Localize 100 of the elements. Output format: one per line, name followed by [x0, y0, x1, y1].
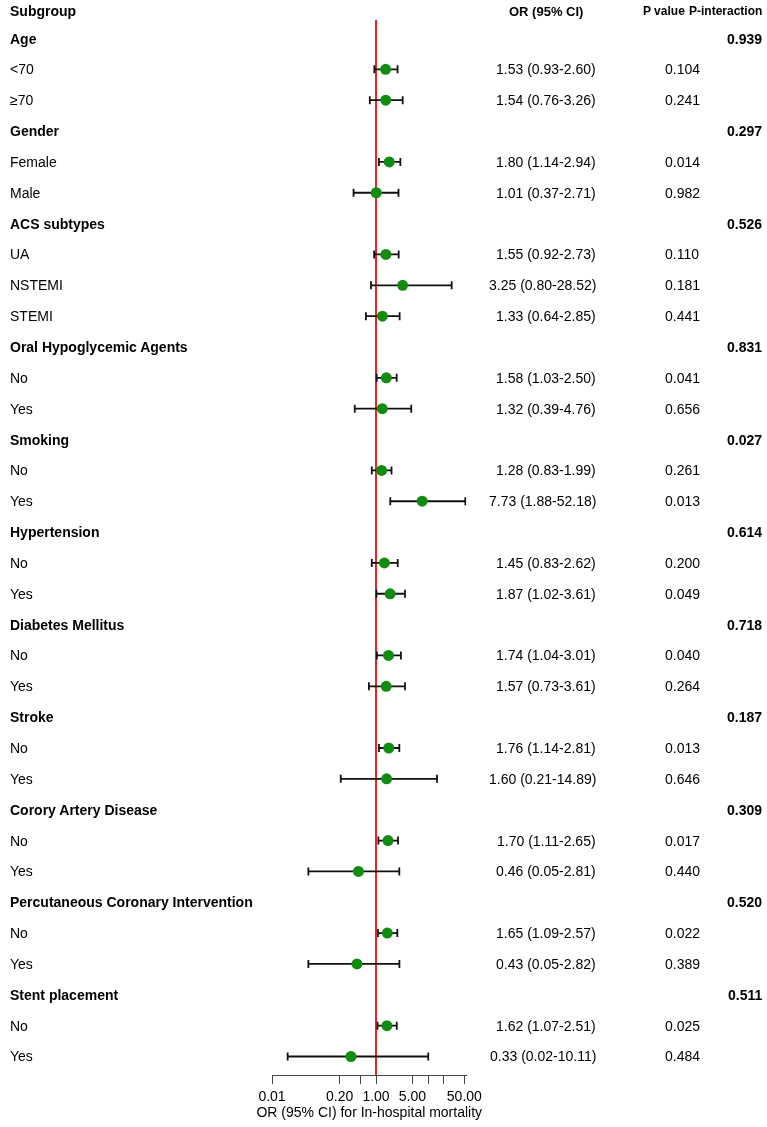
- y-tick-label: Corory Artery Disease: [10, 802, 158, 818]
- data-label: 1.74 (1.04-3.01): [496, 647, 596, 663]
- y-tick-label: Yes: [10, 586, 33, 602]
- data-label: 1.45 (0.83-2.62): [496, 555, 596, 571]
- data-label: 7.73 (1.88-52.18): [489, 493, 597, 509]
- text: 0.110: [665, 246, 700, 262]
- y-tick-label: No: [10, 370, 29, 386]
- data-label: 0.33 (0.02-10.11): [490, 1048, 597, 1064]
- y-tick-label: No: [10, 740, 29, 756]
- y-tick-label: <70: [10, 61, 34, 77]
- y-tick-label: Percutaneous Coronary Intervention: [10, 894, 253, 910]
- text: 0.025: [665, 1018, 701, 1034]
- y-tick-label: Hypertension: [10, 524, 100, 540]
- y-tick-label: Stent placement: [10, 987, 119, 1003]
- text: 0.261: [665, 462, 701, 478]
- data-label: 1.33 (0.64-2.85): [496, 308, 596, 324]
- text: 0.441: [665, 308, 701, 324]
- y-tick-label: Gender: [10, 123, 60, 139]
- y-tick-label: No: [10, 555, 29, 571]
- x-tick-label: 1.00: [362, 1087, 390, 1104]
- text: 0.022: [665, 925, 701, 941]
- y-tick-label: Yes: [10, 493, 33, 509]
- text: 0.520: [727, 894, 763, 910]
- data-label: 1.87 (1.02-3.61): [496, 586, 596, 602]
- data-label: 1.54 (0.76-3.26): [496, 92, 596, 108]
- text: 0.939: [727, 31, 763, 47]
- data-label: 1.80 (1.14-2.94): [496, 154, 596, 170]
- text: 0.049: [665, 586, 701, 602]
- data-label: 1.57 (0.73-3.61): [496, 678, 596, 694]
- point: [380, 372, 392, 384]
- text: 0.511: [728, 987, 763, 1003]
- data-label: 1.01 (0.37-2.71): [496, 185, 596, 201]
- data-label: 1.62 (1.07-2.51): [496, 1018, 596, 1034]
- text: 0.013: [665, 740, 701, 756]
- text: 0.181: [665, 277, 701, 293]
- x-tick-label: 50.00: [446, 1087, 483, 1104]
- y-tick-label: Female: [10, 154, 57, 170]
- point: [381, 773, 393, 785]
- text: 0.297: [727, 123, 763, 139]
- data-label: 1.70 (1.11-2.65): [497, 833, 596, 849]
- point: [376, 310, 388, 322]
- point: [380, 63, 392, 75]
- point: [381, 927, 393, 939]
- data-label: 3.25 (0.80-28.52): [489, 277, 597, 293]
- data-label: 1.60 (0.21-14.89): [489, 771, 597, 787]
- text: 0.484: [665, 1048, 701, 1064]
- y-tick-label: STEMI: [10, 308, 53, 324]
- y-tick-label: Male: [10, 185, 41, 201]
- text: 0.187: [727, 709, 763, 725]
- text: 0.041: [665, 370, 701, 386]
- text: 0.014: [665, 154, 701, 170]
- point: [384, 588, 396, 600]
- text: 0.309: [727, 802, 763, 818]
- x-tick-label: 5.00: [398, 1087, 427, 1104]
- point: [376, 403, 388, 415]
- point: [397, 279, 409, 291]
- text: P-interaction: [689, 4, 763, 18]
- y-tick-label: UA: [10, 246, 31, 262]
- point: [383, 742, 395, 754]
- point: [378, 557, 390, 569]
- y-tick-label: Oral Hypoglycemic Agents: [10, 339, 188, 355]
- data-label: 0.46 (0.05-2.81): [496, 863, 596, 879]
- y-tick-label: Yes: [10, 1048, 33, 1064]
- point: [382, 835, 394, 847]
- y-tick-label: NSTEMI: [10, 277, 63, 293]
- point: [381, 1020, 393, 1032]
- data-label: 1.76 (1.14-2.81): [496, 740, 596, 756]
- text: 0.389: [665, 956, 701, 972]
- y-tick-label: Yes: [10, 863, 33, 879]
- y-tick-label: ACS subtypes: [10, 216, 106, 232]
- text: 0.718: [727, 617, 763, 633]
- y-tick-label: Smoking: [10, 432, 70, 448]
- text: 0.656: [665, 401, 701, 417]
- point: [380, 248, 392, 260]
- text: 0.646: [665, 771, 701, 787]
- y-tick-label: No: [10, 833, 29, 849]
- y-tick-label: ≥70: [10, 92, 34, 108]
- text: 0.017: [665, 833, 701, 849]
- data-label: 1.28 (0.83-1.99): [496, 462, 596, 478]
- y-axis-title: Subgroup: [10, 3, 77, 19]
- text: 0.526: [727, 216, 763, 232]
- y-tick-label: No: [10, 1018, 29, 1034]
- y-tick-label: No: [10, 925, 29, 941]
- point: [383, 649, 395, 661]
- data-label: 1.55 (0.92-2.73): [496, 246, 596, 262]
- text: 0.264: [665, 678, 701, 694]
- y-tick-label: Stroke: [10, 709, 54, 725]
- x-tick-label: 0.01: [258, 1087, 286, 1104]
- y-tick-label: No: [10, 647, 29, 663]
- y-tick-label: No: [10, 462, 29, 478]
- y-tick-label: Yes: [10, 401, 33, 417]
- x-axis-title: OR (95% CI) for In-hospital mortality: [256, 1103, 483, 1120]
- point: [380, 680, 392, 692]
- text: 0.200: [665, 555, 701, 571]
- text: 0.027: [727, 432, 763, 448]
- point: [376, 464, 388, 476]
- y-tick-label: Age: [10, 31, 37, 47]
- y-tick-label: Yes: [10, 771, 33, 787]
- point: [380, 94, 392, 106]
- y-tick-label: Yes: [10, 956, 33, 972]
